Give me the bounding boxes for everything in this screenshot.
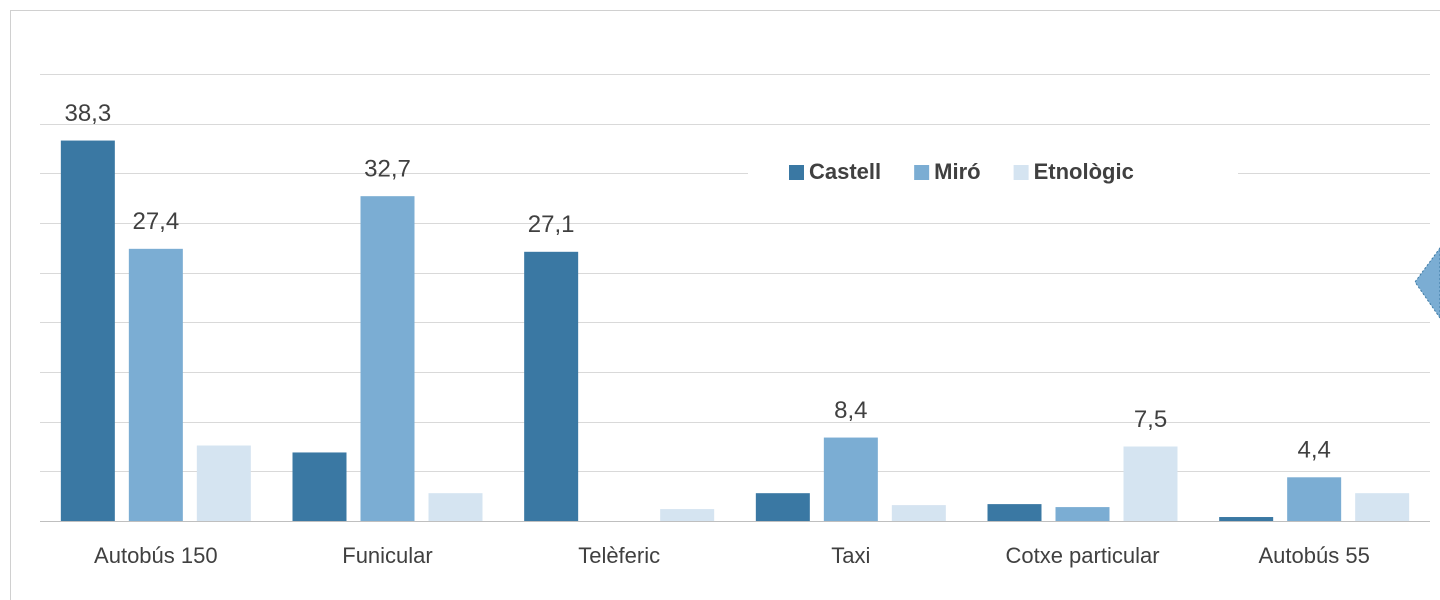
bar [360,196,415,521]
bar [524,251,579,521]
bar [1287,477,1342,521]
data-label: 38,3 [64,100,111,127]
bar [1123,446,1178,521]
legend-label: Etnològic [1034,159,1134,184]
bar [60,140,115,521]
data-label: 32,7 [364,156,411,183]
data-label: 27,4 [132,208,179,235]
legend: Castell Miró Etnològic [789,159,1134,184]
legend-background [748,150,1238,196]
legend-label: Castell [809,159,881,184]
legend-swatch [789,165,804,180]
bars [60,140,1410,521]
bar [755,493,810,521]
data-label: 27,1 [528,211,575,238]
bar [891,505,946,521]
data-label: 8,4 [834,397,867,424]
bar [823,437,878,521]
x-tick-label: Autobús 55 [1259,543,1370,568]
bar [1355,493,1410,521]
x-tick-label: Telèferic [578,543,660,568]
data-label: 4,4 [1297,437,1330,464]
bar [292,452,347,521]
x-tick-label: Cotxe particular [1005,543,1159,568]
chart-frame [10,10,1440,600]
legend-swatch [1013,165,1029,180]
bar [1055,507,1110,521]
side-arrow [1414,247,1440,319]
data-label: 7,5 [1134,406,1167,433]
legend-swatch [914,165,930,180]
bar [196,445,251,521]
bar [1219,517,1274,521]
bar [987,504,1042,521]
bar [428,493,483,521]
x-tick-label: Autobús 150 [94,543,218,568]
x-tick-label: Taxi [831,543,870,568]
legend-label: Miró [934,159,980,184]
x-tick-label: Funicular [342,543,432,568]
bar [128,248,183,521]
bar [660,509,715,521]
